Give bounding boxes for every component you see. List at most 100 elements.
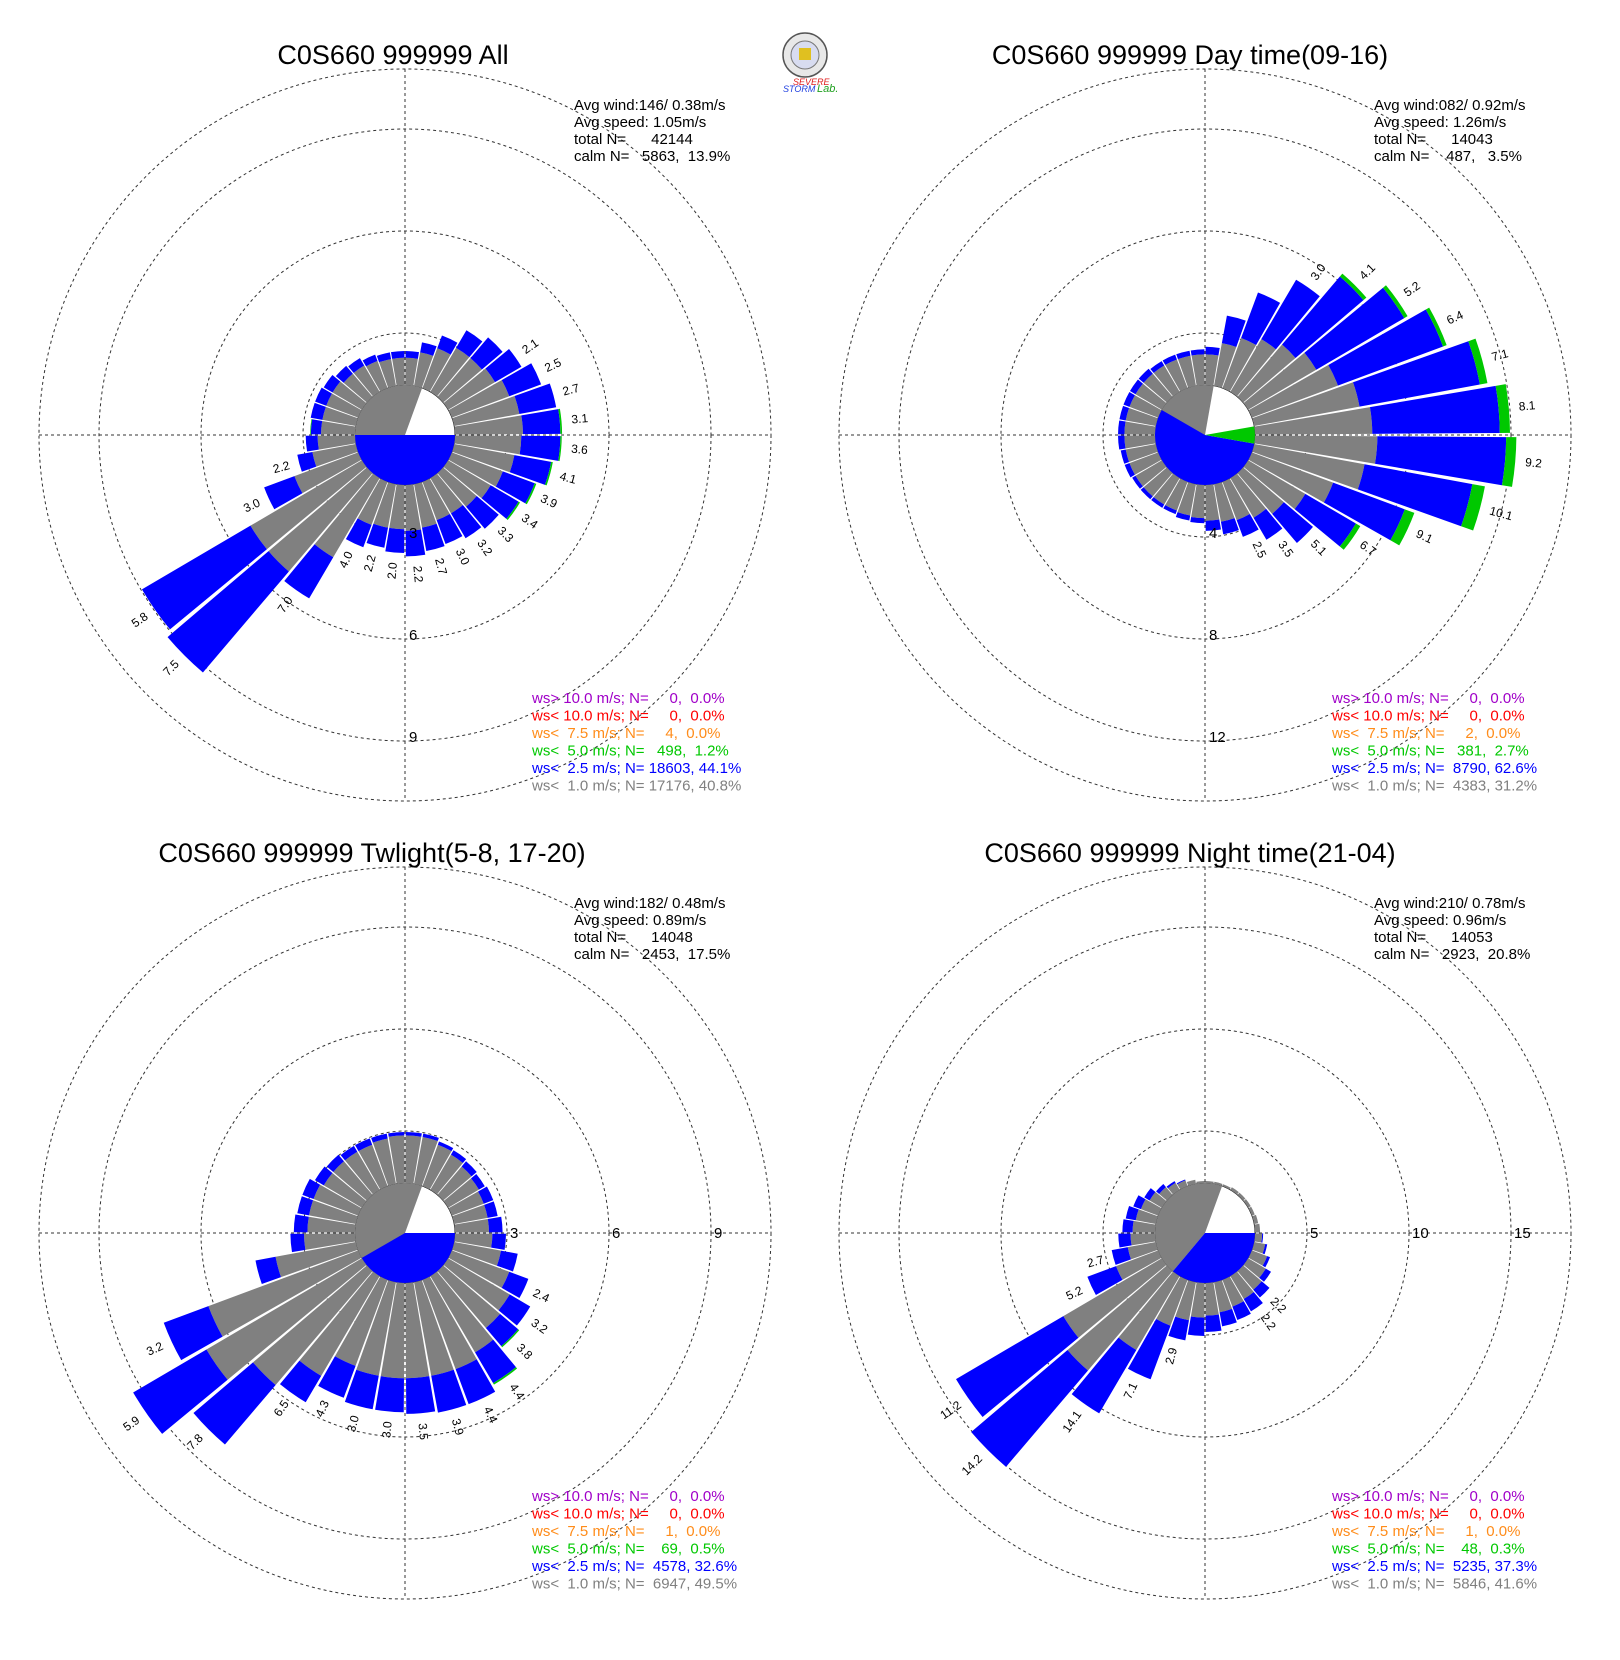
bar-gray xyxy=(1130,1233,1156,1246)
legend-entry: ws< 7.5 m/s; N= 2, 0.0% xyxy=(1331,725,1520,742)
bar-gray xyxy=(1254,435,1378,464)
bar-gray xyxy=(414,1137,438,1186)
bar-gray xyxy=(430,347,470,397)
bar-gray xyxy=(1237,344,1296,403)
bar-value-label: 7.0 xyxy=(275,594,296,616)
bar-blue xyxy=(501,363,542,397)
bar-value-label: 2.2 xyxy=(410,565,425,583)
bar-blue xyxy=(1162,354,1177,365)
stat-avg-wind: Avg wind:082/ 0.92m/s xyxy=(1374,97,1525,114)
bar-gray xyxy=(430,1271,494,1353)
bar-gray xyxy=(1140,1199,1162,1216)
bar-gray xyxy=(405,1282,430,1379)
bar-value-label: 3.5 xyxy=(415,1423,430,1441)
bar-blue xyxy=(422,523,445,552)
calm-slice-blue xyxy=(361,1233,455,1283)
bar-blue xyxy=(362,354,378,367)
ring-scale-label: 3 xyxy=(510,1225,518,1242)
bar-blue xyxy=(1120,449,1130,464)
bar-blue xyxy=(1253,1281,1270,1298)
bar-gray xyxy=(317,435,356,450)
bar-gray xyxy=(326,393,362,418)
bar-value-label: 2.5 xyxy=(542,355,563,375)
bar-value-label: 3.0 xyxy=(453,546,473,567)
bar-blue xyxy=(375,1376,404,1413)
bar-gray xyxy=(448,1191,484,1216)
bar-blue xyxy=(1133,1195,1146,1210)
bar-blue xyxy=(956,1316,1079,1418)
bar-gray xyxy=(1129,395,1162,418)
stat-total: total N= 14043 xyxy=(1374,131,1493,148)
bar-blue xyxy=(348,358,365,373)
bar-blue xyxy=(1132,475,1143,489)
bar-gray xyxy=(1254,1233,1263,1243)
bar-gray xyxy=(1156,1276,1188,1326)
bar-gray xyxy=(422,1144,452,1190)
bar-blue xyxy=(1328,309,1444,386)
bar-value-label: 3.9 xyxy=(449,1417,467,1437)
bar-blue xyxy=(293,1214,309,1233)
bar-blue xyxy=(501,1271,529,1298)
bar-gray xyxy=(1143,373,1173,403)
bar-value-label: 14.1 xyxy=(1059,1408,1084,1435)
bar-blue xyxy=(509,455,552,485)
bar-blue xyxy=(1323,482,1405,541)
bar-blue xyxy=(1190,516,1205,524)
bar-blue xyxy=(1150,361,1165,373)
bar-blue xyxy=(437,335,458,355)
bar-gray xyxy=(1254,1223,1261,1233)
bar-blue xyxy=(1262,1256,1271,1268)
bar-blue xyxy=(485,1313,519,1347)
bar-gray xyxy=(357,478,388,525)
bar-blue xyxy=(450,504,482,539)
bar-gray xyxy=(250,460,367,550)
bar-gray xyxy=(405,1135,422,1184)
ring-scale-label: 9 xyxy=(409,729,417,746)
bar-blue xyxy=(335,365,353,383)
bar-blue xyxy=(481,485,519,519)
legend-entry: ws< 7.5 m/s; N= 1, 0.0% xyxy=(531,1523,720,1540)
bar-blue xyxy=(431,1369,467,1413)
bar-gray xyxy=(366,361,388,392)
legend-entry: ws< 1.0 m/s; N= 17176, 40.8% xyxy=(531,778,741,795)
bar-gray xyxy=(414,1280,454,1376)
bar-blue xyxy=(971,1350,1088,1467)
bar-gray xyxy=(307,1216,356,1233)
bar-gray xyxy=(437,1265,501,1329)
bar-blue xyxy=(1259,1268,1271,1282)
ring-scale-label: 6 xyxy=(409,627,417,644)
legend-entry: ws< 5.0 m/s; N= 381, 2.7% xyxy=(1331,743,1529,760)
bar-gray xyxy=(452,1204,488,1224)
bar-gray xyxy=(1205,354,1219,386)
legend-entry: ws< 7.5 m/s; N= 4, 0.0% xyxy=(531,725,720,742)
bar-green xyxy=(544,461,553,486)
bar-gray xyxy=(1243,352,1317,410)
bar-value-label: 2.2 xyxy=(361,553,379,573)
bar-blue xyxy=(498,1294,531,1326)
bar-gray xyxy=(454,415,523,435)
bar-value-label: 4.4 xyxy=(481,1404,501,1425)
stat-avg-speed: Avg speed: 0.96m/s xyxy=(1374,912,1506,929)
bar-blue xyxy=(485,348,522,383)
bar-gray xyxy=(206,1258,367,1380)
bar-gray xyxy=(430,473,463,514)
bar-blue xyxy=(318,1356,356,1398)
ring-scale-label: 9 xyxy=(714,1225,722,1242)
bar-gray xyxy=(1116,1250,1162,1280)
bar-value-label: 5.8 xyxy=(129,609,151,630)
logo-text-storm: STORM xyxy=(783,84,816,94)
bar-gray xyxy=(1237,1265,1262,1290)
lab-logo: SEVERE STORM Lab. xyxy=(782,32,838,95)
bar-blue xyxy=(1119,405,1130,421)
bar-value-label: 3.5 xyxy=(1275,538,1296,560)
bar-blue xyxy=(1232,1301,1251,1321)
bar-gray xyxy=(1177,482,1196,516)
bar-blue xyxy=(437,1141,454,1152)
bar-gray xyxy=(1222,337,1257,392)
bar-gray xyxy=(1124,435,1156,449)
bar-blue xyxy=(514,383,557,415)
chart-title: C0S660 999999 Day time(09-16) xyxy=(992,40,1388,70)
bar-gray xyxy=(448,1250,510,1288)
legend-entry: ws< 2.5 m/s; N= 5235, 37.3% xyxy=(1331,1558,1537,1575)
bar-gray xyxy=(1135,1209,1158,1224)
